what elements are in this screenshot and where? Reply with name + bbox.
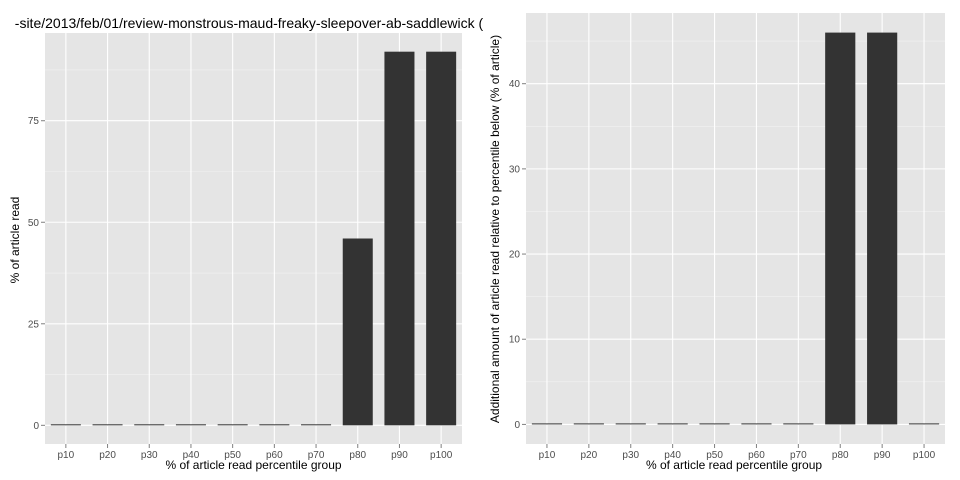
right-bar-p90 xyxy=(867,32,898,425)
left-x-tick-label: p30 xyxy=(141,450,158,461)
left-y-tick-label: 0 xyxy=(33,421,39,432)
right-bar-p50 xyxy=(699,423,730,425)
right-bar-p70 xyxy=(783,423,814,425)
right-x-tick-label: p80 xyxy=(832,450,849,461)
left-bar-p10 xyxy=(50,424,81,426)
right-bar-p60 xyxy=(741,423,772,425)
right-bar-p30 xyxy=(615,423,646,425)
right-x-tick-label: p10 xyxy=(539,450,556,461)
left-x-tick-label: p60 xyxy=(266,450,283,461)
right-bar-chart: 0 10 20 30 40 p10 p20 p30 p40 p50 p60 p70 p80 p90 p100… xyxy=(488,13,945,472)
left-plot-area: 0 25 50 75 p10 p20 p30 p40 p50 p60 p70 p80 p90 p100 xyxy=(28,33,462,461)
right-x-tick-label: p70 xyxy=(790,450,807,461)
right-y-tick-label: 40 xyxy=(509,79,521,90)
left-y-tick-label: 50 xyxy=(28,218,40,229)
right-x-tick-label: p100 xyxy=(913,450,936,461)
left-bar-p70 xyxy=(301,424,332,426)
left-bar-chart: 0 25 50 75 p10 p20 p30 p40 p50 p60 p70 p80 p90 p100 -… xyxy=(8,15,484,472)
left-x-axis-title: % of article read percentile group xyxy=(165,458,341,472)
right-y-axis-title: Additional amount of article read relati… xyxy=(488,35,502,423)
right-bar-p20 xyxy=(573,423,604,425)
left-bar-p40 xyxy=(175,424,206,426)
right-y-tick-label: 20 xyxy=(509,250,521,261)
left-y-axis-title: % of article read xyxy=(8,197,22,284)
right-x-tick-label: p20 xyxy=(581,450,598,461)
left-x-tick-label: p80 xyxy=(349,450,366,461)
right-bar-p100 xyxy=(908,423,940,425)
left-y-tick-label: 25 xyxy=(28,319,40,330)
right-bar-p80 xyxy=(825,32,856,425)
left-bar-p50 xyxy=(217,424,248,426)
left-x-tick-label: p70 xyxy=(308,450,325,461)
left-x-tick-label: p20 xyxy=(99,450,116,461)
left-chart-title: -site/2013/feb/01/review-monstrous-maud-… xyxy=(15,15,484,31)
left-x-tick-label: p40 xyxy=(183,450,200,461)
right-x-tick-label: p90 xyxy=(874,450,891,461)
right-y-tick-label: 0 xyxy=(514,420,520,431)
right-x-tick-label: p60 xyxy=(748,450,765,461)
left-x-tick-label: p90 xyxy=(391,450,408,461)
right-x-tick-label: p30 xyxy=(622,450,639,461)
right-x-tick-label: p50 xyxy=(706,450,723,461)
left-x-tick-label: p50 xyxy=(224,450,241,461)
right-x-tick-label: p40 xyxy=(664,450,681,461)
right-y-tick-label: 10 xyxy=(509,335,521,346)
left-x-tick-label: p10 xyxy=(58,450,75,461)
left-bar-p80 xyxy=(342,238,373,426)
right-bar-p40 xyxy=(657,423,688,425)
left-y-tick-label: 75 xyxy=(28,116,40,127)
left-x-tick-label: p100 xyxy=(430,450,453,461)
right-y-tick-label: 30 xyxy=(509,164,521,175)
left-bar-p60 xyxy=(259,424,290,426)
right-bar-p10 xyxy=(531,423,563,425)
left-bar-p100 xyxy=(426,51,457,426)
left-bar-p20 xyxy=(92,424,123,426)
left-bar-p30 xyxy=(134,424,165,426)
right-plot-area: 0 10 20 30 40 p10 p20 p30 p40 p50 p60 p70 p80 p90 p100 xyxy=(509,13,945,461)
right-x-axis-title: % of article read percentile group xyxy=(646,458,822,472)
left-bar-p90 xyxy=(384,51,415,426)
